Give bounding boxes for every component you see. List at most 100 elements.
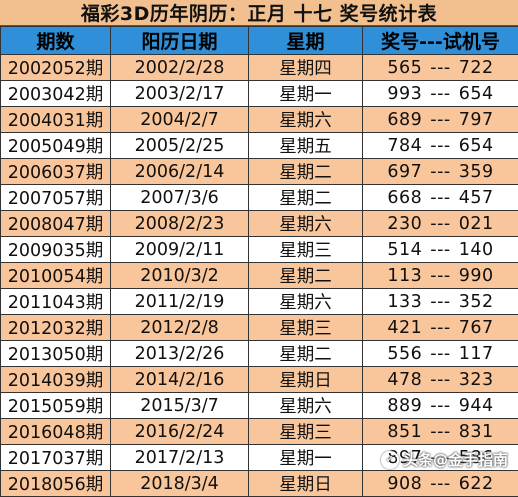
number-separator: --- (430, 58, 450, 78)
test-number: 797 (459, 110, 494, 130)
cell-numbers: 556 --- 117 (363, 341, 518, 367)
cell-numbers: 514---140 (363, 237, 518, 263)
number-separator: --- (430, 292, 450, 312)
cell-weekday: 星期六 (249, 393, 363, 419)
draw-number: 908 (387, 474, 422, 494)
draw-number: 556 (387, 344, 422, 364)
cell-date: 2005/2/25 (111, 133, 249, 159)
cell-numbers: 133---352 (363, 289, 518, 315)
draw-number: 784 (387, 136, 422, 156)
test-number: 654 (459, 84, 494, 104)
cell-weekday: 星期二 (249, 159, 363, 185)
cell-date: 2007/3/6 (111, 185, 249, 211)
cell-weekday: 星期四 (249, 55, 363, 81)
cell-weekday: 星期三 (249, 237, 363, 263)
cell-issue: 2018056期 (1, 471, 111, 497)
cell-date: 2002/2/28 (111, 55, 249, 81)
cell-numbers: 889 --- 944 (363, 393, 518, 419)
cell-date: 2015/3/7 (111, 393, 249, 419)
cell-numbers: 689 --- 797 (363, 107, 518, 133)
cell-weekday: 星期一 (249, 445, 363, 471)
draw-number: 889 (387, 396, 422, 416)
test-number: 323 (459, 370, 494, 390)
cell-date: 2016/2/24 (111, 419, 249, 445)
test-number: 117 (459, 344, 494, 364)
test-number: 457 (459, 188, 494, 208)
test-number: 767 (459, 318, 494, 338)
number-separator: --- (430, 474, 450, 494)
cell-date: 2006/2/14 (111, 159, 249, 185)
cell-numbers: 565---722 (363, 55, 518, 81)
cell-weekday: 星期二 (249, 263, 363, 289)
cell-weekday: 星期二 (249, 341, 363, 367)
cell-weekday: 星期五 (249, 133, 363, 159)
draw-number: 478 (387, 370, 422, 390)
cell-weekday: 星期日 (249, 367, 363, 393)
number-separator: --- (430, 266, 450, 286)
cell-issue: 2010054期 (1, 263, 111, 289)
cell-issue: 2017037期 (1, 445, 111, 471)
number-separator: --- (430, 396, 450, 416)
cell-issue: 2012032期 (1, 315, 111, 341)
draw-number: 421 (387, 318, 422, 338)
header-numbers: 奖号---试机号 (363, 27, 518, 55)
draw-number: 689 (387, 110, 422, 130)
number-separator: --- (430, 214, 450, 234)
test-number: 021 (459, 214, 494, 234)
cell-date: 2009/2/11 (111, 237, 249, 263)
cell-date: 2010/3/2 (111, 263, 249, 289)
test-number: 944 (459, 396, 494, 416)
cell-date: 2012/2/8 (111, 315, 249, 341)
draw-number: 697 (387, 162, 422, 182)
number-separator: --- (430, 240, 450, 260)
cell-issue: 2014039期 (1, 367, 111, 393)
watermark: ✓ 头条@金手指南 (381, 449, 508, 470)
number-separator: --- (430, 136, 450, 156)
number-separator: --- (430, 162, 450, 182)
cell-date: 2013/2/26 (111, 341, 249, 367)
cell-date: 2003/2/17 (111, 81, 249, 107)
number-separator: --- (430, 188, 450, 208)
header-date: 阳历日期 (111, 27, 249, 55)
cell-numbers: 697 --- 359 (363, 159, 518, 185)
cell-numbers: 908 --- 622 (363, 471, 518, 497)
page-title: 福彩3D历年阴历：正月 十七 奖号统计表 (0, 0, 518, 26)
test-number: 622 (459, 474, 494, 494)
cell-issue: 2013050期 (1, 341, 111, 367)
test-number: 140 (459, 240, 494, 260)
cell-issue: 2011043期 (1, 289, 111, 315)
cell-date: 2011/2/19 (111, 289, 249, 315)
cell-issue: 2015059期 (1, 393, 111, 419)
number-separator: --- (430, 318, 450, 338)
cell-date: 2008/2/23 (111, 211, 249, 237)
cell-weekday: 星期三 (249, 315, 363, 341)
cell-weekday: 星期六 (249, 289, 363, 315)
cell-numbers: 993---654 (363, 81, 518, 107)
cell-issue: 2008047期 (1, 211, 111, 237)
table-header-row: 期数 阳历日期 星期 奖号---试机号 (1, 27, 518, 55)
cell-weekday: 星期日 (249, 471, 363, 497)
draw-number: 133 (387, 292, 422, 312)
cell-numbers: 668---457 (363, 185, 518, 211)
cell-issue: 2009035期 (1, 237, 111, 263)
header-weekday: 星期 (249, 27, 363, 55)
cell-issue: 2016048期 (1, 419, 111, 445)
cell-numbers: 851---831 (363, 419, 518, 445)
number-separator: --- (430, 110, 450, 130)
cell-date: 2017/2/13 (111, 445, 249, 471)
test-number: 359 (459, 162, 494, 182)
number-separator: --- (430, 344, 450, 364)
cell-weekday: 星期六 (249, 211, 363, 237)
draw-number: 230 (387, 214, 422, 234)
number-separator: --- (430, 422, 450, 442)
